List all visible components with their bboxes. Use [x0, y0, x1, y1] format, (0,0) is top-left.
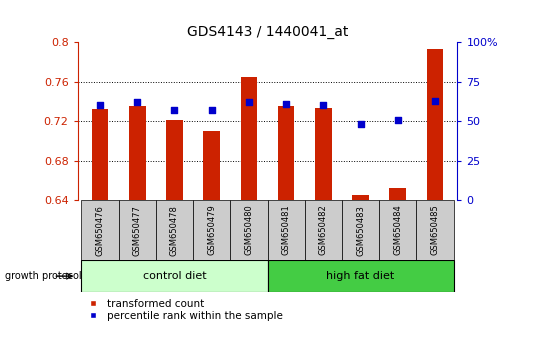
FancyBboxPatch shape	[193, 200, 230, 260]
Text: control diet: control diet	[143, 271, 206, 281]
Text: GSM650481: GSM650481	[281, 205, 291, 256]
FancyBboxPatch shape	[268, 200, 305, 260]
Point	[133, 99, 141, 105]
FancyBboxPatch shape	[156, 200, 193, 260]
Legend: transformed count, percentile rank within the sample: transformed count, percentile rank withi…	[83, 299, 282, 321]
Point	[282, 101, 291, 107]
Text: GSM650484: GSM650484	[393, 205, 402, 256]
Text: GSM650483: GSM650483	[356, 205, 365, 256]
FancyBboxPatch shape	[305, 200, 342, 260]
Bar	[166, 120, 183, 200]
Bar	[427, 49, 444, 200]
Text: high fat diet: high fat diet	[326, 271, 395, 281]
Bar	[352, 195, 369, 200]
Point	[170, 107, 179, 113]
Point	[244, 99, 253, 105]
Bar	[91, 109, 108, 200]
Text: GSM650477: GSM650477	[133, 205, 142, 256]
FancyBboxPatch shape	[379, 200, 416, 260]
Text: GSM650482: GSM650482	[319, 205, 328, 256]
Point	[356, 121, 365, 127]
Text: GSM650476: GSM650476	[95, 205, 104, 256]
Bar	[389, 188, 406, 200]
FancyBboxPatch shape	[342, 200, 379, 260]
Point	[431, 98, 439, 104]
Text: GSM650478: GSM650478	[170, 205, 179, 256]
Text: GSM650485: GSM650485	[431, 205, 440, 256]
Bar	[129, 107, 146, 200]
FancyBboxPatch shape	[81, 200, 119, 260]
Bar	[241, 77, 257, 200]
Title: GDS4143 / 1440041_at: GDS4143 / 1440041_at	[187, 25, 348, 39]
Point	[319, 103, 327, 108]
Bar	[203, 131, 220, 200]
Text: GSM650479: GSM650479	[207, 205, 216, 256]
Text: GSM650480: GSM650480	[244, 205, 254, 256]
Bar	[278, 107, 294, 200]
FancyBboxPatch shape	[230, 200, 268, 260]
FancyBboxPatch shape	[416, 200, 454, 260]
FancyBboxPatch shape	[268, 260, 454, 292]
Text: growth protocol: growth protocol	[5, 271, 82, 281]
Bar	[315, 108, 332, 200]
Point	[96, 103, 104, 108]
Point	[394, 117, 402, 122]
Point	[208, 107, 216, 113]
FancyBboxPatch shape	[119, 200, 156, 260]
FancyBboxPatch shape	[81, 260, 268, 292]
